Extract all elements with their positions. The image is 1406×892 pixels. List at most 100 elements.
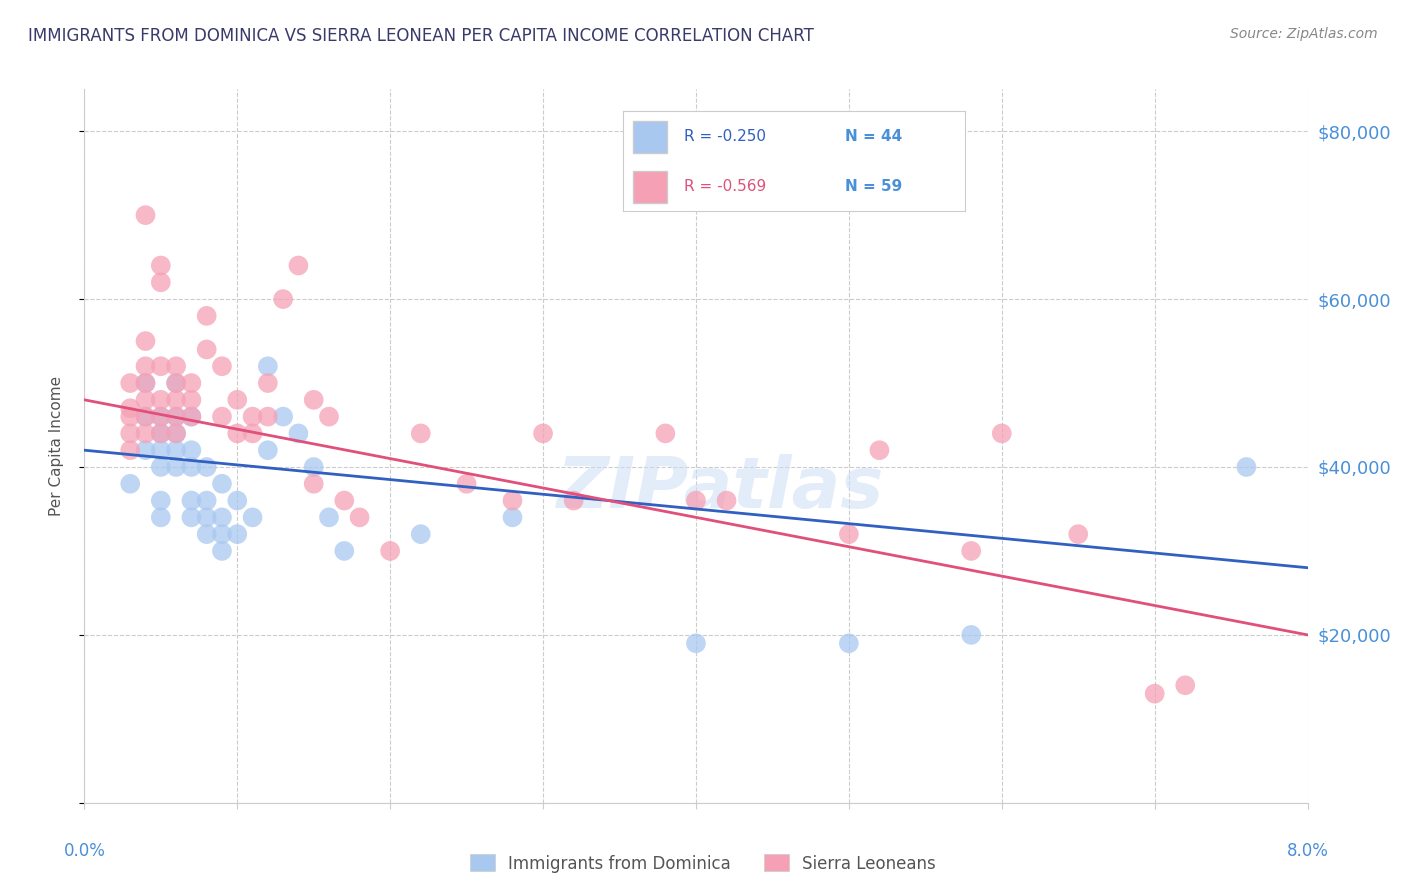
Point — [120, 401, 142, 416]
Point — [287, 259, 309, 273]
Point — [211, 527, 233, 541]
Point — [318, 409, 340, 424]
Point — [302, 476, 325, 491]
Point — [257, 409, 280, 424]
Point — [165, 376, 187, 390]
Point — [960, 544, 983, 558]
Point — [838, 636, 860, 650]
Point — [409, 527, 432, 541]
Point — [257, 359, 280, 374]
Point — [562, 493, 585, 508]
Point — [149, 392, 172, 407]
Point — [257, 376, 280, 390]
Point — [257, 443, 280, 458]
Point — [165, 359, 187, 374]
Point — [180, 376, 202, 390]
Point — [149, 443, 172, 458]
Point — [226, 392, 249, 407]
Point — [1143, 687, 1166, 701]
Point — [242, 426, 264, 441]
Point — [960, 628, 983, 642]
Point — [195, 510, 218, 524]
Point — [242, 510, 264, 524]
Point — [120, 426, 142, 441]
Point — [120, 443, 142, 458]
Point — [180, 409, 202, 424]
Point — [180, 409, 202, 424]
Point — [180, 510, 202, 524]
Point — [165, 426, 187, 441]
Y-axis label: Per Capita Income: Per Capita Income — [49, 376, 63, 516]
Point — [180, 460, 202, 475]
Point — [195, 343, 218, 357]
Text: 8.0%: 8.0% — [1286, 842, 1329, 860]
Point — [180, 392, 202, 407]
Point — [149, 409, 172, 424]
Point — [149, 426, 172, 441]
Point — [149, 359, 172, 374]
Point — [302, 460, 325, 475]
Point — [211, 476, 233, 491]
Legend: Immigrants from Dominica, Sierra Leoneans: Immigrants from Dominica, Sierra Leonean… — [463, 847, 943, 880]
Point — [318, 510, 340, 524]
Point — [409, 426, 432, 441]
Text: IMMIGRANTS FROM DOMINICA VS SIERRA LEONEAN PER CAPITA INCOME CORRELATION CHART: IMMIGRANTS FROM DOMINICA VS SIERRA LEONE… — [28, 27, 814, 45]
Point — [135, 426, 157, 441]
Point — [149, 510, 172, 524]
Point — [991, 426, 1014, 441]
Point — [838, 527, 860, 541]
Point — [531, 426, 554, 441]
Point — [180, 493, 202, 508]
Point — [211, 544, 233, 558]
Point — [869, 443, 891, 458]
Point — [242, 409, 264, 424]
Point — [149, 259, 172, 273]
Point — [120, 409, 142, 424]
Text: Source: ZipAtlas.com: Source: ZipAtlas.com — [1230, 27, 1378, 41]
Point — [211, 409, 233, 424]
Point — [165, 409, 187, 424]
Text: 0.0%: 0.0% — [63, 842, 105, 860]
Point — [333, 493, 356, 508]
Point — [165, 443, 187, 458]
Point — [1236, 460, 1258, 475]
Point — [502, 493, 524, 508]
Point — [165, 392, 187, 407]
Point — [716, 493, 738, 508]
Point — [149, 460, 172, 475]
Point — [135, 359, 157, 374]
Point — [456, 476, 478, 491]
Point — [195, 309, 218, 323]
Point — [211, 510, 233, 524]
Point — [149, 409, 172, 424]
Point — [195, 493, 218, 508]
Point — [1067, 527, 1090, 541]
Point — [135, 392, 157, 407]
Point — [349, 510, 371, 524]
Point — [226, 426, 249, 441]
Point — [165, 376, 187, 390]
Point — [149, 426, 172, 441]
Point — [165, 460, 187, 475]
Point — [271, 409, 294, 424]
Point — [502, 510, 524, 524]
Point — [135, 208, 157, 222]
Point — [211, 359, 233, 374]
Point — [135, 443, 157, 458]
Point — [120, 476, 142, 491]
Point — [135, 409, 157, 424]
Point — [226, 527, 249, 541]
Point — [685, 636, 707, 650]
Point — [120, 376, 142, 390]
Point — [287, 426, 309, 441]
Point — [302, 392, 325, 407]
Point — [380, 544, 402, 558]
Point — [165, 426, 187, 441]
Text: ZIPatlas: ZIPatlas — [557, 454, 884, 524]
Point — [195, 460, 218, 475]
Point — [149, 493, 172, 508]
Point — [149, 275, 172, 289]
Point — [333, 544, 356, 558]
Point — [271, 292, 294, 306]
Point — [685, 493, 707, 508]
